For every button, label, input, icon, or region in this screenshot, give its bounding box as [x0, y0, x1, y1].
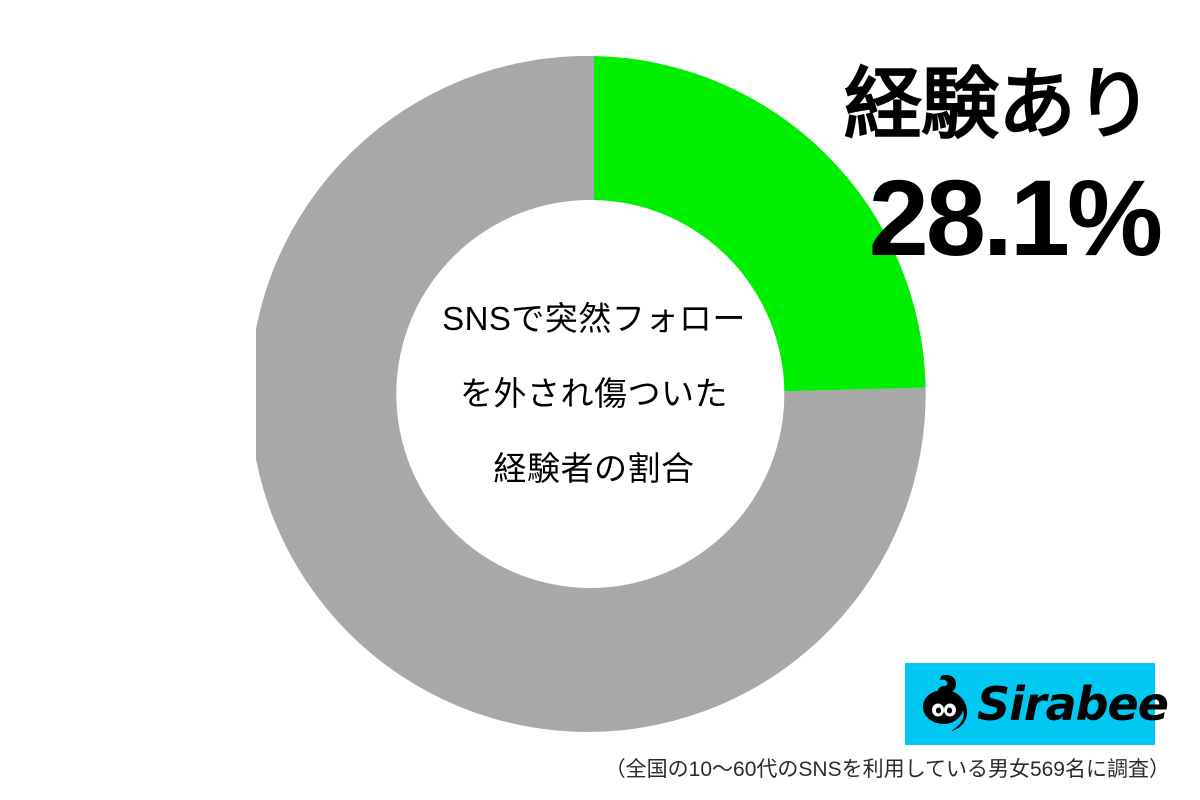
- callout-percentage-value: 28.1%: [868, 157, 1163, 278]
- highlight-callout: 経験あり 28.1%: [760, 60, 1163, 278]
- callout-category-label: 経験あり: [843, 60, 1153, 148]
- sirabee-logo: Sirabee: [905, 663, 1169, 745]
- sirabee-wordmark: Sirabee: [977, 677, 1169, 731]
- donut-slice-none: [256, 56, 926, 732]
- survey-footnote: （全国の10〜60代のSNSを利用している男女569名に調査）: [604, 758, 1170, 781]
- donut-slice-experienced: [594, 56, 926, 392]
- donut-chart: [256, 56, 932, 732]
- sirabee-mascot-icon: [919, 674, 973, 734]
